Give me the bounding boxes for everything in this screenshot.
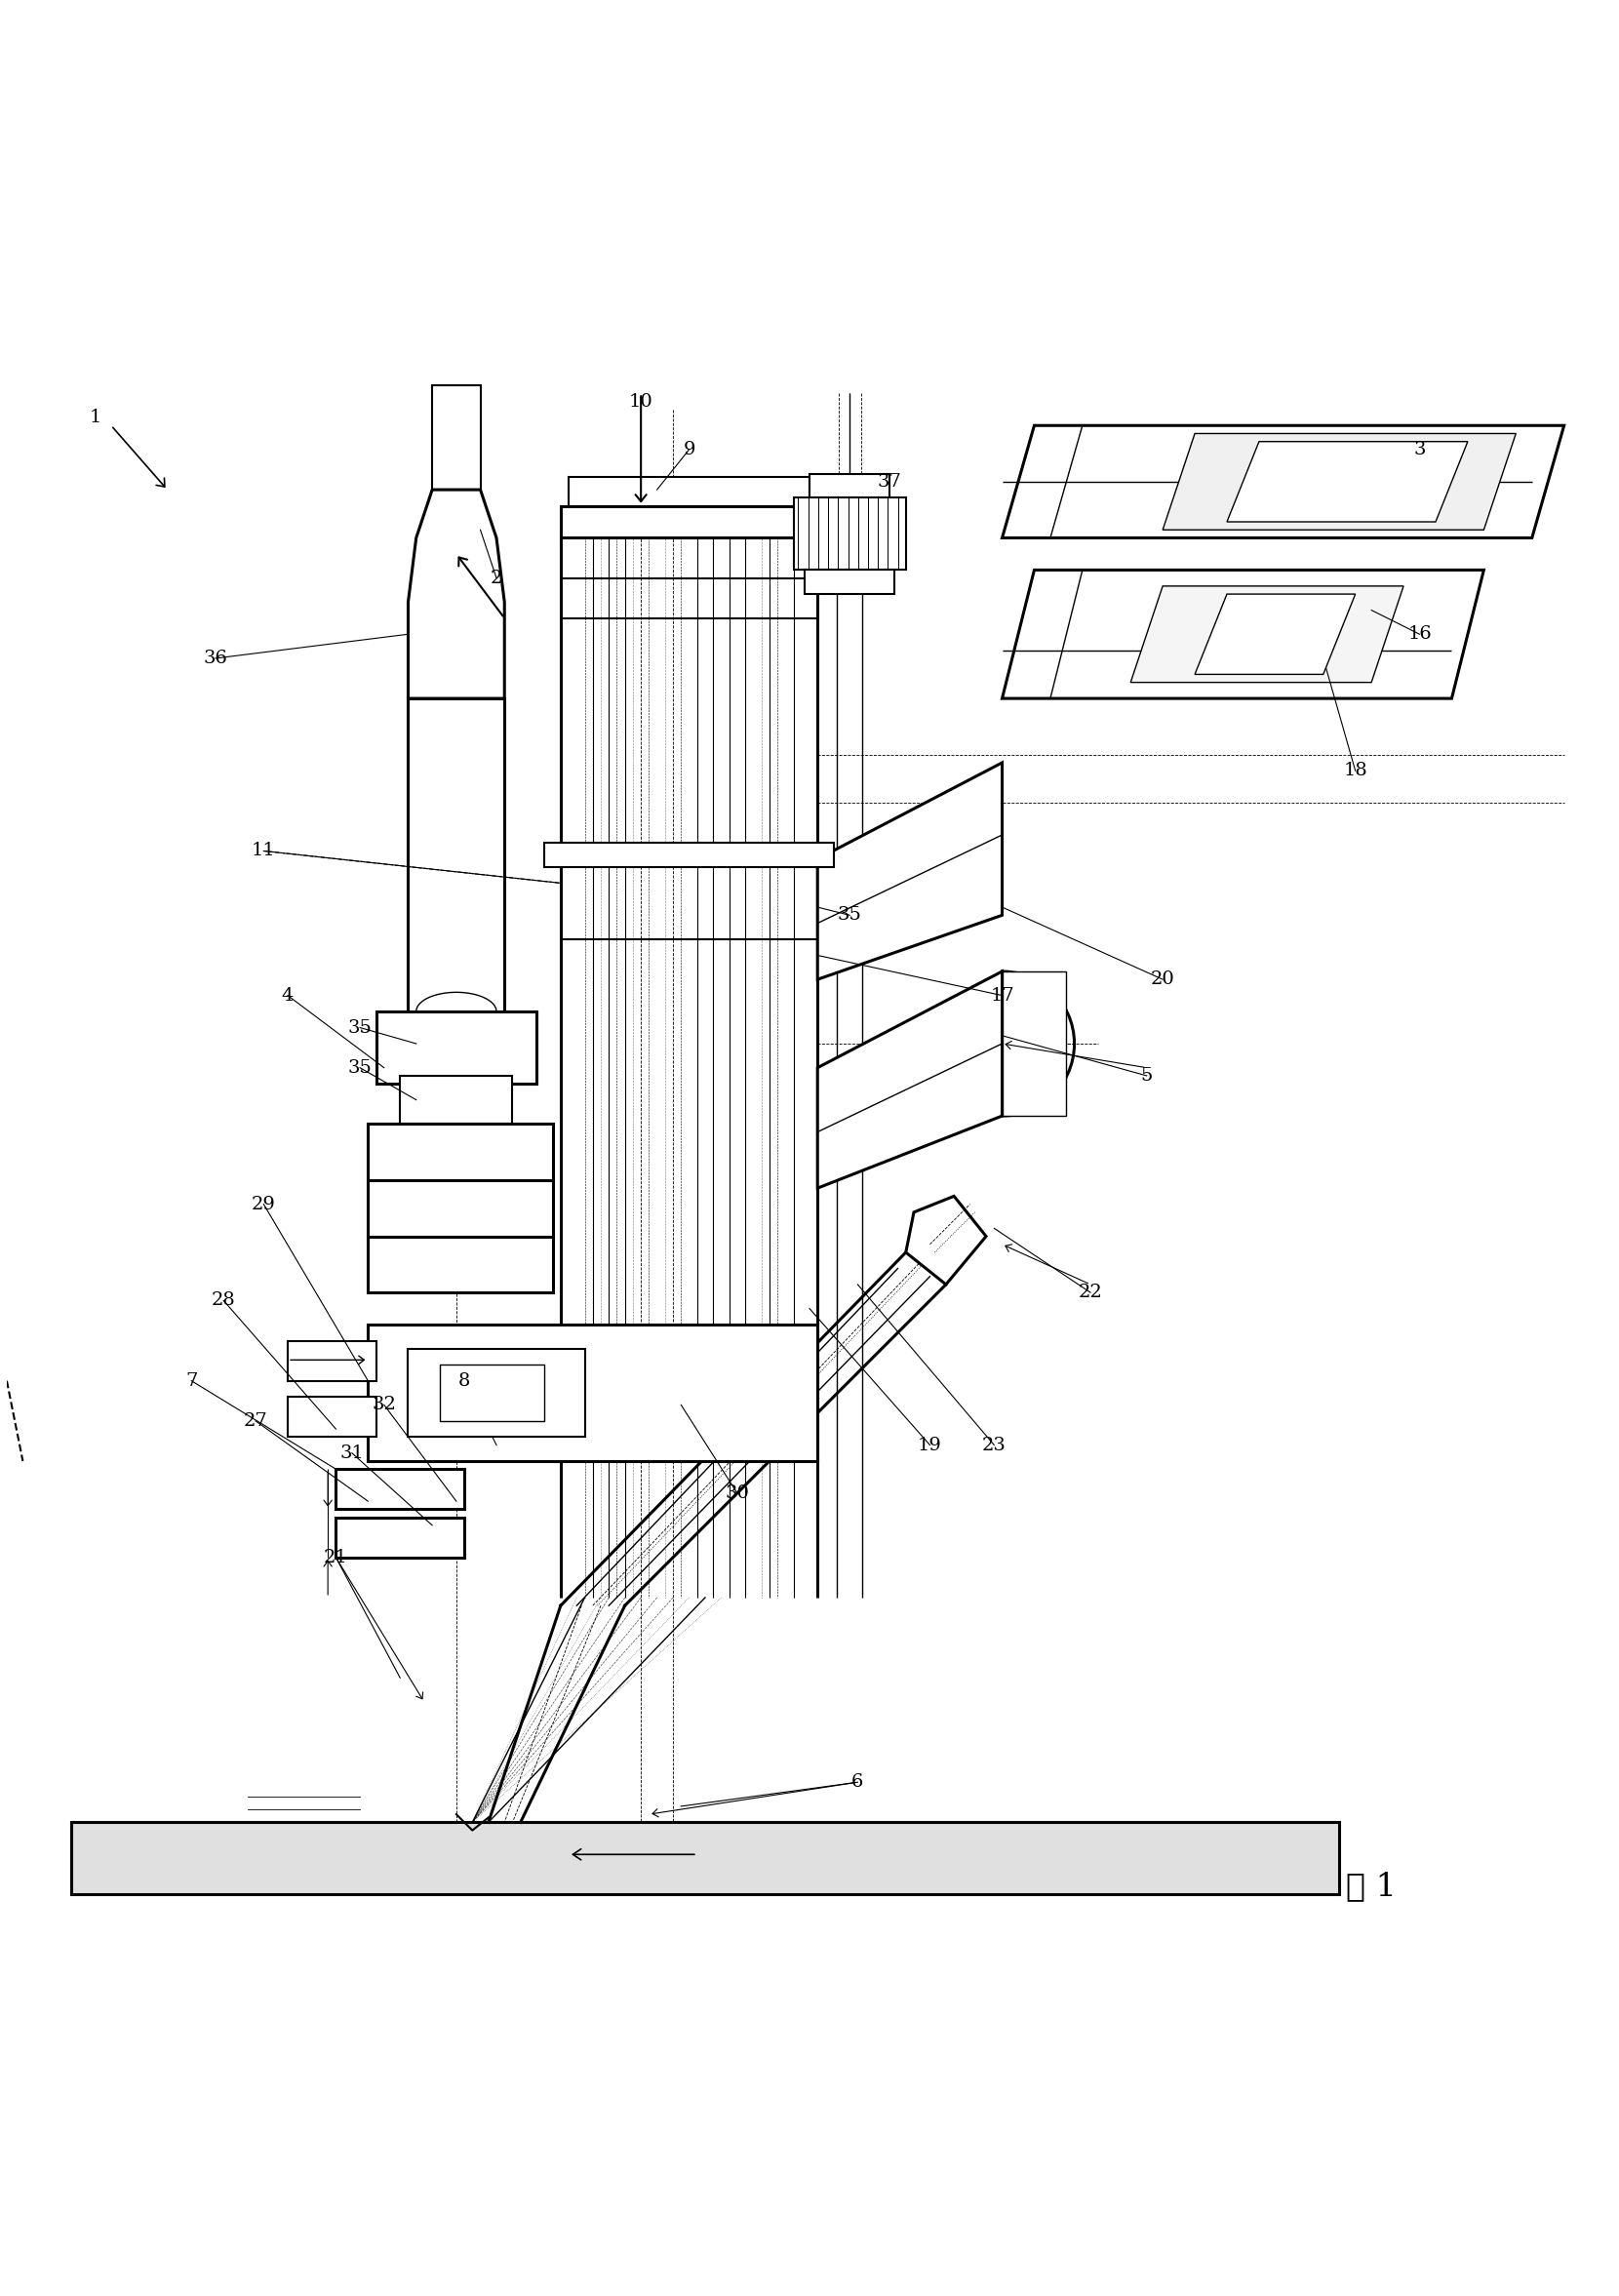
Polygon shape xyxy=(905,1196,986,1283)
Bar xyxy=(408,698,505,1019)
Bar xyxy=(805,569,895,595)
Bar xyxy=(408,1348,584,1437)
Text: 29: 29 xyxy=(251,1196,275,1212)
Bar xyxy=(376,1013,536,1084)
Text: 18: 18 xyxy=(1344,762,1368,778)
Bar xyxy=(368,1125,552,1180)
Text: 37: 37 xyxy=(877,473,902,491)
Bar xyxy=(368,1235,552,1293)
Text: 23: 23 xyxy=(983,1437,1007,1453)
Bar xyxy=(335,1469,465,1508)
Text: 7: 7 xyxy=(185,1373,198,1389)
Text: 17: 17 xyxy=(991,987,1013,1003)
Polygon shape xyxy=(1195,595,1355,675)
Bar xyxy=(400,1077,513,1125)
Text: 8: 8 xyxy=(458,1373,471,1389)
Bar xyxy=(288,1341,376,1380)
Bar xyxy=(432,386,481,489)
Text: 2: 2 xyxy=(491,569,502,588)
Text: 20: 20 xyxy=(1151,971,1175,987)
Bar xyxy=(810,473,890,498)
Polygon shape xyxy=(408,489,505,698)
Bar xyxy=(368,1325,818,1460)
Text: 6: 6 xyxy=(852,1773,863,1791)
Polygon shape xyxy=(818,971,1002,1187)
Text: 32: 32 xyxy=(372,1396,397,1414)
Bar xyxy=(440,1364,544,1421)
Polygon shape xyxy=(1002,425,1564,537)
Text: 27: 27 xyxy=(243,1412,267,1430)
Bar xyxy=(368,1180,552,1235)
Bar xyxy=(793,498,905,569)
Polygon shape xyxy=(1162,434,1515,530)
Text: 31: 31 xyxy=(340,1444,364,1463)
Bar xyxy=(71,1823,1339,1894)
Text: 4: 4 xyxy=(282,987,293,1003)
Text: 35: 35 xyxy=(837,907,861,923)
Text: 35: 35 xyxy=(348,1019,372,1035)
Text: 11: 11 xyxy=(251,843,275,859)
Text: 5: 5 xyxy=(1141,1068,1153,1084)
Text: 22: 22 xyxy=(1078,1283,1103,1302)
Text: 9: 9 xyxy=(683,441,695,459)
Text: 1: 1 xyxy=(89,409,100,427)
Polygon shape xyxy=(818,762,1002,980)
Polygon shape xyxy=(1130,585,1404,682)
Text: 图 1: 图 1 xyxy=(1345,1871,1397,1901)
Text: 10: 10 xyxy=(628,393,652,411)
Text: 28: 28 xyxy=(212,1293,236,1309)
Bar xyxy=(560,505,818,537)
Text: 3: 3 xyxy=(1413,441,1426,459)
Bar xyxy=(288,1396,376,1437)
Bar xyxy=(568,478,810,505)
Text: 35: 35 xyxy=(348,1058,372,1077)
Text: 16: 16 xyxy=(1407,625,1431,643)
Text: 19: 19 xyxy=(918,1437,942,1453)
Bar xyxy=(544,843,834,868)
Bar xyxy=(335,1518,465,1557)
Text: 30: 30 xyxy=(725,1486,750,1502)
Text: 36: 36 xyxy=(204,650,228,668)
Bar xyxy=(1002,971,1067,1116)
Polygon shape xyxy=(1002,569,1483,698)
Text: 21: 21 xyxy=(324,1548,348,1566)
Polygon shape xyxy=(1227,441,1468,521)
